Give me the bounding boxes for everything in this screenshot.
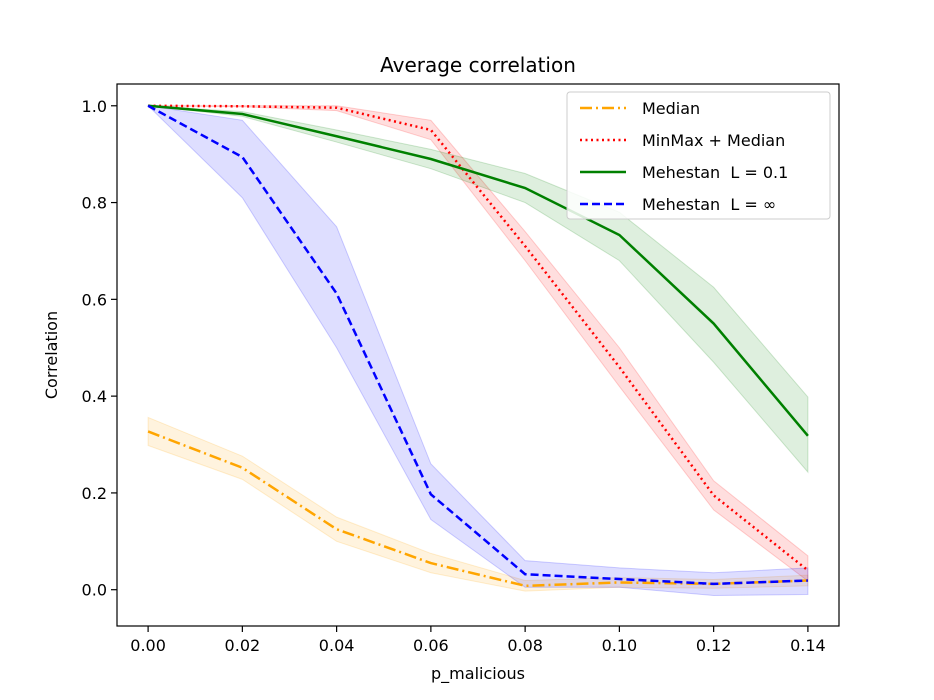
- series-line-mehestan-l-0-1-2: [147, 104, 809, 437]
- plot-frame: [116, 83, 840, 627]
- x-tick-label: 0.08: [507, 636, 543, 655]
- y-tick-label: 0.4: [82, 387, 107, 406]
- y-tick-label: 1.0: [82, 97, 107, 116]
- series-lines: [147, 104, 809, 588]
- y-tick-label: 0.0: [82, 581, 107, 600]
- x-tick-label: 0.02: [225, 636, 261, 655]
- legend-label: Mehestan L = 0.1: [642, 163, 788, 182]
- x-tick-label: 0.10: [602, 636, 638, 655]
- x-tick-label: 0.06: [413, 636, 449, 655]
- legend-label: Median: [642, 99, 700, 118]
- legend: Median MinMax + Median Mehestan L = 0.1 Meh…: [566, 91, 831, 220]
- y-tick-label: 0.6: [82, 290, 107, 309]
- y-tick-label: 0.2: [82, 484, 107, 503]
- x-axis: 0.00 0.02 0.04 0.06 0.08 0.10 0.12 0.14: [130, 626, 826, 655]
- x-tick-label: 0.14: [790, 636, 826, 655]
- x-axis-label: p_malicious: [431, 664, 525, 684]
- series-line-mehestan-l-3: [147, 104, 808, 586]
- series-line-median-0: [147, 430, 808, 588]
- legend-label: MinMax + Median: [642, 131, 785, 150]
- y-axis-label: Correlation: [42, 311, 61, 399]
- x-tick-label: 0.00: [130, 636, 166, 655]
- y-axis: 0.0 0.2 0.4 0.6 0.8 1.0: [82, 97, 117, 600]
- series-line-minmax-median-1: [148, 104, 809, 572]
- legend-label: Mehestan L = ∞: [642, 195, 776, 214]
- band-median-0: [147, 416, 809, 592]
- legend-box: [566, 91, 831, 220]
- x-tick-label: 0.04: [319, 636, 355, 655]
- band-minmax-median-1: [148, 105, 809, 582]
- chart-title: Average correlation: [380, 53, 576, 77]
- x-tick-label: 0.12: [696, 636, 732, 655]
- y-tick-label: 0.8: [82, 194, 107, 213]
